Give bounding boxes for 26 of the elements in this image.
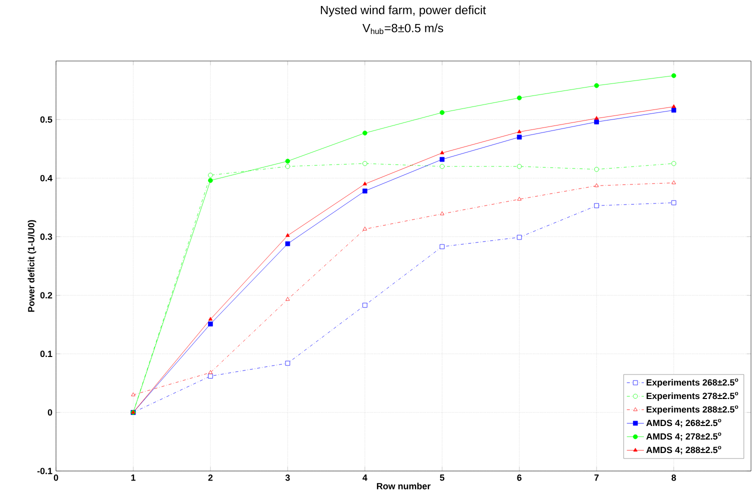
x-tick-label: 4 bbox=[362, 474, 368, 481]
x-axis-title: Row number bbox=[376, 482, 431, 490]
x-tick-label: 8 bbox=[672, 474, 676, 481]
y-tick-label: 0.5 bbox=[40, 116, 52, 123]
y-tick-label: 0.3 bbox=[40, 234, 52, 240]
legend-label: AMDS 4; 268±2.5$^{o}$ bbox=[646, 418, 722, 428]
y-axis-title: Power deficit (1-U/U0) bbox=[28, 220, 36, 312]
chart-subtitle: V$_{hub}$=8±0.5 m/s bbox=[362, 24, 444, 34]
y-tick-label: 0.1 bbox=[40, 350, 52, 358]
y-tick-label: 0 bbox=[48, 409, 52, 416]
y-tick-label: -0.1 bbox=[37, 468, 52, 474]
y-tick-label: 0.2 bbox=[40, 292, 52, 298]
x-tick-label: 7 bbox=[594, 474, 599, 481]
chart-title: Nysted wind farm, power deficit bbox=[320, 6, 486, 17]
x-tick-label: 0 bbox=[54, 474, 58, 481]
x-tick-label: 1 bbox=[131, 474, 136, 481]
x-tick-label: 5 bbox=[440, 474, 444, 481]
legend-label: AMDS 4; 288±2.5$^{o}$ bbox=[646, 446, 722, 454]
legend-label: Experiments 268±2.5$^{o}$ bbox=[646, 378, 738, 388]
y-tick-label: 0.4 bbox=[40, 174, 52, 182]
x-tick-label: 3 bbox=[285, 474, 290, 481]
x-tick-label: 2 bbox=[208, 474, 213, 481]
legend-label: Experiments 278±2.5$^{o}$ bbox=[646, 392, 738, 401]
legend-label: AMDS 4; 278±2.5$^{o}$ bbox=[646, 432, 722, 441]
x-tick-label: 6 bbox=[517, 474, 522, 481]
legend-label: Experiments 288±2.5$^{o}$ bbox=[646, 405, 738, 414]
